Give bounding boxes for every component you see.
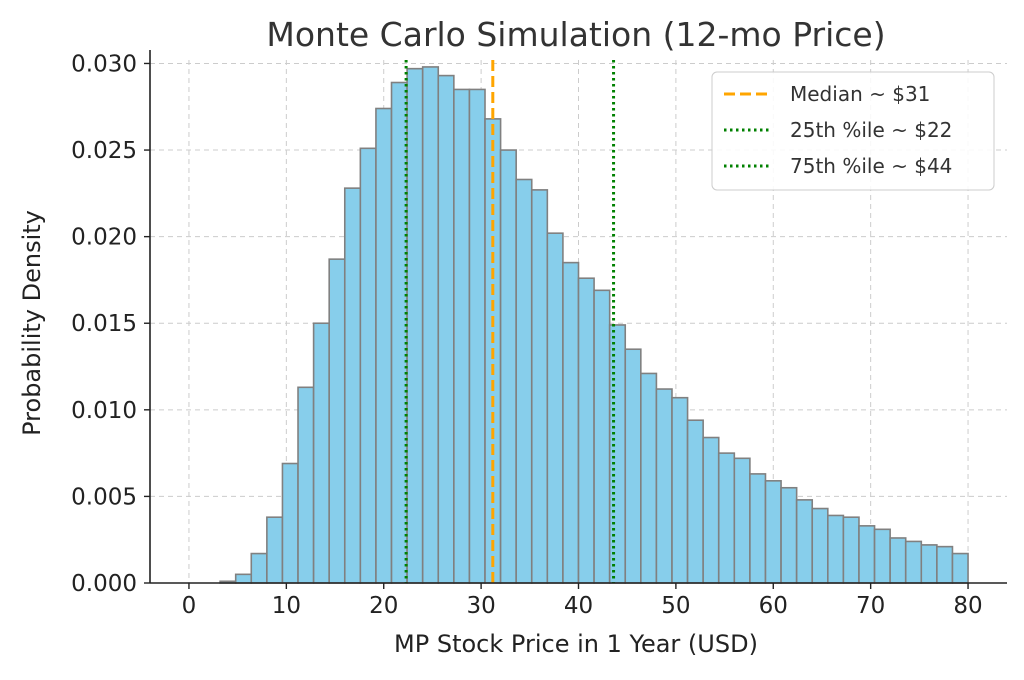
histogram-bar [655, 388, 673, 584]
histogram-bar [795, 499, 814, 584]
histogram-bar [873, 528, 891, 584]
histogram-bar [562, 261, 580, 584]
histogram-bar [608, 324, 627, 584]
histogram-bar [546, 232, 564, 584]
histogram-bar [375, 107, 393, 584]
histogram-bar [266, 516, 284, 584]
histogram-bar [593, 289, 611, 584]
histogram-bar [920, 544, 938, 584]
legend: Median ~ $31 25th %ile ~ $22 75th %ile ~ $… [711, 71, 995, 191]
histogram-bar [328, 258, 346, 584]
y-tick-label: 0.025 [71, 138, 137, 164]
histogram-bar [858, 525, 876, 584]
y-tick-label: 0.000 [71, 571, 137, 597]
histogram-bar [749, 473, 767, 584]
histogram-bar [842, 516, 860, 584]
histogram-bar [359, 147, 377, 584]
x-tick-label: 20 [369, 593, 398, 619]
histogram-bar [530, 189, 549, 584]
legend-box [711, 71, 995, 191]
y-axis-label: Probability Density [18, 210, 46, 436]
x-tick-label: 10 [272, 593, 301, 619]
histogram-bar [686, 419, 704, 584]
histogram-bar [312, 322, 330, 584]
x-tick-label: 30 [466, 593, 495, 619]
histogram-bar [671, 396, 689, 584]
y-tick-label: 0.030 [71, 51, 137, 77]
histogram-bar [904, 540, 923, 584]
histogram-bar [951, 552, 969, 584]
x-tick-label: 80 [953, 593, 982, 619]
histogram-bar [281, 462, 299, 584]
y-tick-label: 0.005 [71, 484, 137, 510]
histogram-bar [717, 452, 736, 584]
histogram-bar [297, 386, 315, 584]
histogram-bar [811, 507, 829, 584]
histogram-bar [624, 348, 642, 584]
histogram-bar [406, 67, 424, 584]
x-tick-label: 70 [856, 593, 885, 619]
histogram-bar [437, 74, 455, 584]
histogram-bar [499, 149, 517, 584]
histogram-bar [453, 88, 471, 584]
x-tick-label: 60 [759, 593, 788, 619]
legend-entry-label: Median ~ $31 [790, 82, 930, 106]
histogram-bar [702, 436, 720, 584]
y-tick-label: 0.015 [71, 311, 137, 337]
histogram-bar [780, 486, 798, 584]
axes [144, 50, 1007, 589]
y-tick-label: 0.020 [71, 225, 137, 251]
histogram-bar [764, 480, 782, 584]
histogram-bar [577, 277, 595, 584]
x-tick-label: 40 [564, 593, 593, 619]
chart-title: Monte Carlo Simulation (12-mo Price) [266, 15, 885, 54]
histogram-bar [827, 514, 845, 584]
histogram-bar [936, 545, 954, 584]
histogram-bar [234, 573, 253, 584]
histogram-bar [468, 88, 486, 584]
histogram-bar [889, 537, 907, 584]
x-tick-label: 0 [182, 593, 197, 619]
y-tick-label: 0.010 [71, 398, 137, 424]
histogram-bar [640, 372, 658, 584]
histogram-bar [733, 457, 751, 584]
legend-entry-label: 75th %ile ~ $44 [790, 154, 952, 178]
histogram-bar [421, 66, 440, 584]
x-tick-label: 50 [661, 593, 690, 619]
histogram-bar [515, 178, 533, 584]
reference-lines [404, 60, 616, 583]
tick-labels: 0 10 20 30 40 50 60 70 80 0.000 0.005 0.010 0.015 0.0… [71, 51, 983, 619]
histogram-bar [250, 552, 268, 584]
legend-entry-label: 25th %ile ~ $22 [790, 118, 952, 142]
histogram-bar [343, 187, 362, 584]
x-axis-label: MP Stock Price in 1 Year (USD) [394, 630, 758, 658]
histogram-bars [219, 66, 969, 584]
